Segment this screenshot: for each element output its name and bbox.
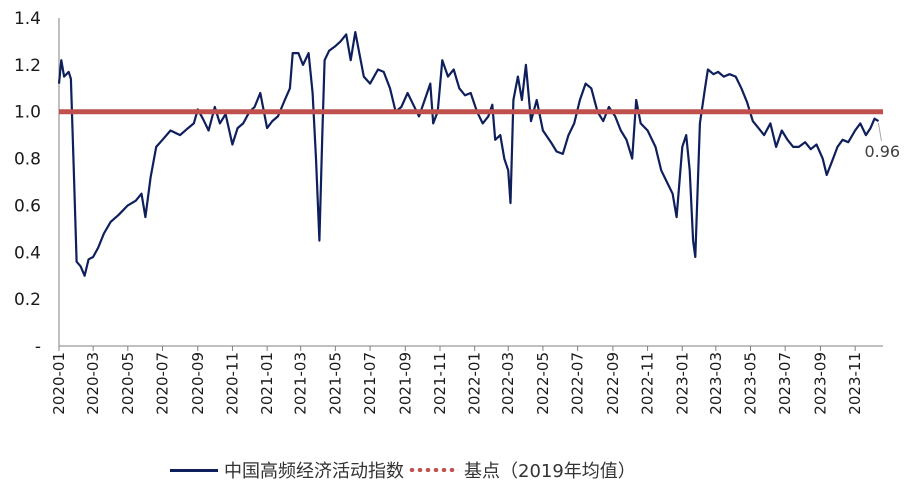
legend-label-activity-index: 中国高频经济活动指数	[224, 461, 404, 482]
x-tick-label: 2021-09	[396, 352, 414, 415]
y-tick-label: -	[35, 337, 41, 357]
x-tick-label: 2021-11	[431, 352, 449, 415]
x-tick-label: 2020-07	[153, 352, 171, 415]
legend-label-baseline: 基点（2019年均值）	[464, 461, 636, 482]
series-line-activity-index	[57, 30, 880, 277]
last-value-leader	[877, 123, 882, 142]
x-tick-label: 2023-11	[846, 352, 864, 415]
x-tick-label: 2023-07	[776, 352, 794, 415]
x-tick-label: 2020-03	[84, 352, 102, 415]
series-layer	[57, 30, 883, 277]
x-tick-label: 2020-11	[223, 352, 241, 415]
x-tick-label: 2022-05	[534, 352, 552, 415]
x-tick-label: 2021-03	[292, 352, 310, 415]
legend-swatch-baseline	[408, 468, 458, 472]
y-tick-label: 0.4	[14, 243, 41, 263]
legend-swatch-activity-index	[170, 468, 218, 472]
y-tick-label: 1.2	[14, 56, 41, 76]
last-value-label: 0.96	[864, 142, 900, 161]
x-tick-label: 2022-01	[466, 352, 484, 415]
x-tick-label: 2023-05	[742, 352, 760, 415]
x-tick-label: 2022-09	[604, 352, 622, 415]
y-tick-label: 0.6	[14, 196, 41, 216]
x-tick-label: 2022-07	[569, 352, 587, 415]
y-axis-ticks: 1.4 1.2 1.0 0.8 0.6 0.4 0.2 -	[14, 9, 41, 357]
y-tick-label: 0.8	[14, 150, 41, 170]
x-tick-label: 2023-01	[673, 352, 691, 415]
x-axis-ticks: 2020-01 2020-03 2020-05 2020-07 2020-09 2020-…	[50, 346, 864, 415]
x-tick-label: 2020-01	[50, 352, 68, 415]
y-tick-label: 1.0	[14, 103, 41, 123]
x-tick-label: 2020-09	[189, 352, 207, 415]
x-tick-label: 2022-03	[499, 352, 517, 415]
x-tick-label: 2022-11	[639, 352, 657, 415]
x-tick-label: 2023-03	[707, 352, 725, 415]
x-tick-label: 2020-05	[119, 352, 137, 415]
x-tick-label: 2021-07	[361, 352, 379, 415]
x-tick-label: 2023-09	[811, 352, 829, 415]
y-tick-label: 0.2	[14, 290, 41, 310]
x-tick-label: 2021-01	[258, 352, 276, 415]
legend: 中国高频经济活动指数 基点（2019年均值）	[170, 456, 636, 484]
y-tick-label: 1.4	[14, 9, 41, 29]
x-tick-label: 2021-05	[326, 352, 344, 415]
